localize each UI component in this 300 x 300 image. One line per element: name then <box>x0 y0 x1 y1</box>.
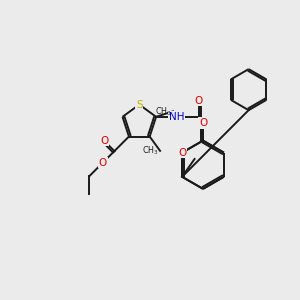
Text: S: S <box>136 100 142 110</box>
Text: NH: NH <box>169 112 184 122</box>
Text: O: O <box>199 118 207 128</box>
Text: CH$_3$: CH$_3$ <box>142 145 159 157</box>
Text: O: O <box>195 96 203 106</box>
Text: CH$_3$: CH$_3$ <box>154 105 171 118</box>
Text: O: O <box>178 148 186 158</box>
Text: O: O <box>100 136 108 146</box>
Text: O: O <box>99 158 107 167</box>
